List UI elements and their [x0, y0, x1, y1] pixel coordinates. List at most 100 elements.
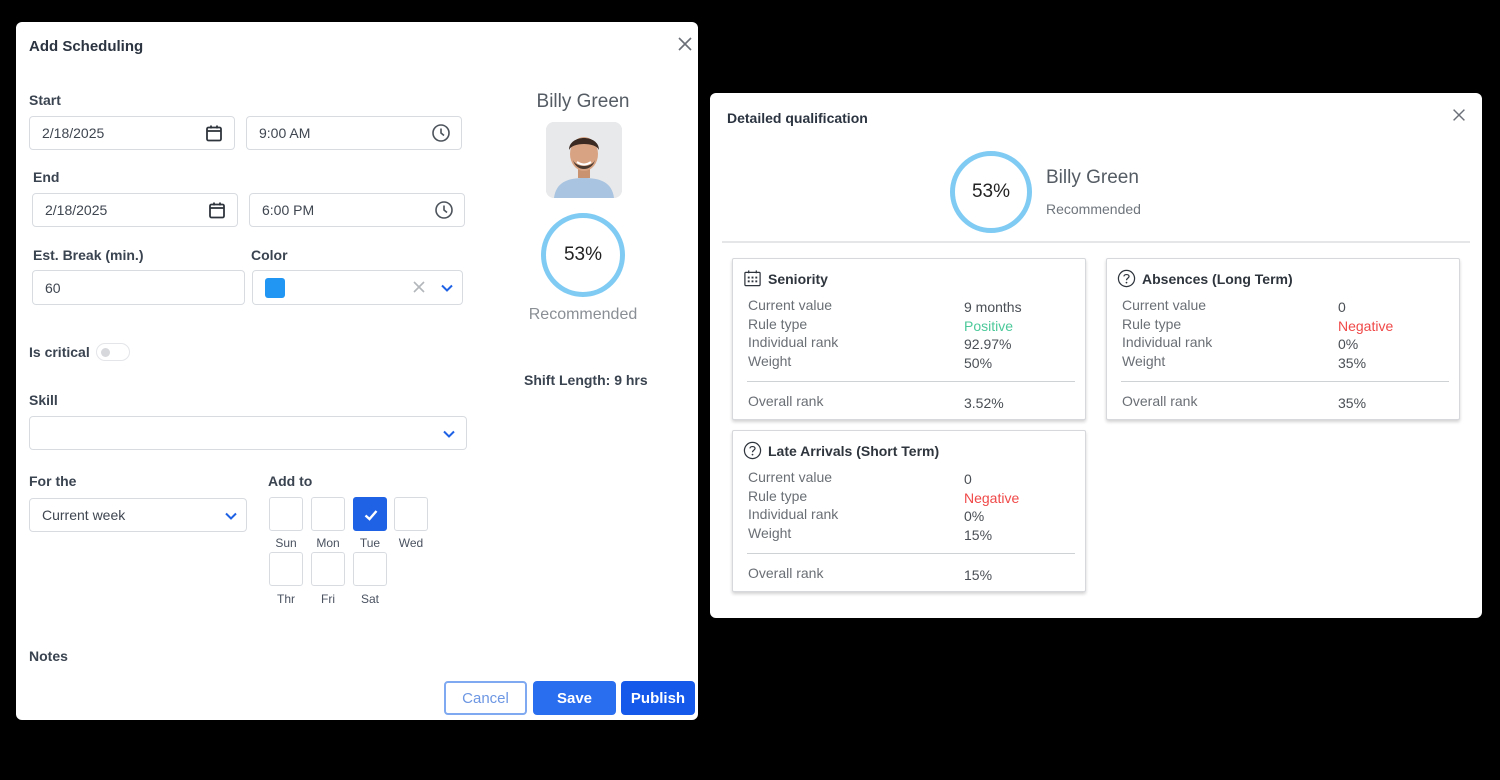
break-input[interactable]: 60 — [32, 270, 245, 305]
calendar-icon[interactable] — [207, 200, 227, 220]
day-label-mon: Mon — [316, 536, 340, 550]
is-critical-toggle[interactable] — [96, 343, 130, 361]
card-title: Seniority — [743, 269, 828, 288]
score-value: 53% — [971, 181, 1011, 202]
chevron-down-icon[interactable] — [442, 427, 456, 441]
clock-icon[interactable] — [434, 200, 454, 220]
recommended-label: Recommended — [1046, 201, 1141, 217]
is-critical-label: Is critical — [29, 344, 90, 360]
row-label: Rule type — [1122, 316, 1182, 332]
score-ring: 53% — [950, 151, 1032, 233]
add-to-label: Add to — [268, 473, 313, 489]
clear-icon[interactable] — [412, 280, 426, 294]
row-label: Overall rank — [748, 393, 824, 409]
for-the-label: For the — [29, 473, 77, 489]
close-button[interactable] — [675, 34, 695, 54]
skill-select[interactable] — [29, 416, 467, 450]
card-divider — [747, 553, 1075, 554]
card-divider — [1121, 381, 1449, 382]
end-time-input[interactable]: 6:00 PM — [249, 193, 465, 227]
for-the-select[interactable]: Current week — [29, 498, 247, 532]
row-label: Current value — [1122, 297, 1207, 313]
skill-label: Skill — [29, 392, 58, 408]
row-label: Current value — [748, 469, 833, 485]
break-label: Est. Break (min.) — [33, 247, 144, 263]
calendar-icon[interactable] — [204, 123, 224, 143]
row-label: Rule type — [748, 488, 808, 504]
dialog-title: Add Scheduling — [29, 38, 144, 55]
start-time-input[interactable]: 9:00 AM — [246, 116, 462, 150]
person-photo-icon — [546, 122, 622, 198]
rule-type-value: Negative — [964, 490, 1020, 506]
employee-name: Billy Green — [536, 91, 630, 112]
end-date-input[interactable]: 2/18/2025 — [32, 193, 238, 227]
save-button[interactable]: Save — [533, 681, 616, 715]
publish-button[interactable]: Publish — [621, 681, 695, 715]
employee-name: Billy Green — [1046, 167, 1139, 188]
day-checkbox-thr[interactable] — [269, 552, 303, 586]
clock-icon[interactable] — [431, 123, 451, 143]
chevron-down-icon[interactable] — [440, 281, 454, 295]
detailed-qualification-dialog: Detailed qualification 53% Billy Green R… — [710, 93, 1482, 618]
overall-rank-value: 3.52% — [964, 395, 1004, 411]
current-value: 0 — [1338, 299, 1346, 315]
notes-label: Notes — [29, 648, 68, 664]
row-label: Current value — [748, 297, 833, 313]
row-label: Individual rank — [1122, 334, 1213, 350]
color-select[interactable] — [252, 270, 463, 305]
day-checkbox-tue[interactable] — [353, 497, 387, 531]
help-circle-icon[interactable] — [1117, 269, 1136, 288]
start-label: Start — [29, 92, 61, 108]
rule-type-value: Negative — [1338, 318, 1394, 334]
cancel-button[interactable]: Cancel — [444, 681, 527, 715]
help-circle-icon[interactable] — [743, 441, 762, 460]
row-label: Weight — [748, 525, 792, 541]
chevron-down-icon[interactable] — [224, 509, 238, 523]
day-label-fri: Fri — [321, 592, 335, 606]
start-time-value: 9:00 AM — [259, 125, 311, 141]
break-value: 60 — [45, 279, 61, 296]
close-icon — [678, 37, 692, 51]
calendar-icon — [744, 270, 761, 287]
card-title: Late Arrivals (Short Term) — [743, 441, 939, 460]
day-label-thr: Thr — [277, 592, 295, 606]
current-value: 9 months — [964, 299, 1022, 315]
close-icon — [1453, 109, 1465, 121]
card-title: Absences (Long Term) — [1117, 269, 1293, 288]
row-label: Weight — [748, 353, 792, 369]
overall-rank-value: 35% — [1338, 395, 1367, 411]
day-checkbox-wed[interactable] — [394, 497, 428, 531]
overall-rank-value: 15% — [964, 567, 993, 583]
day-checkbox-sat[interactable] — [353, 552, 387, 586]
day-label-wed: Wed — [398, 536, 424, 550]
day-label-tue: Tue — [359, 536, 381, 550]
qualification-card-seniority: Seniority Current value 9 months Rule ty… — [732, 258, 1086, 420]
close-button[interactable] — [1450, 106, 1468, 124]
start-date-input[interactable]: 2/18/2025 — [29, 116, 235, 150]
color-label: Color — [251, 247, 288, 263]
qualification-card-late-arrivals: Late Arrivals (Short Term) Current value… — [732, 430, 1086, 592]
rule-type-value: Positive — [964, 318, 1014, 334]
day-checkbox-sun[interactable] — [269, 497, 303, 531]
divider — [722, 241, 1470, 243]
row-label: Overall rank — [748, 565, 824, 581]
weight-value: 15% — [964, 527, 993, 543]
day-checkbox-fri[interactable] — [311, 552, 345, 586]
row-label: Rule type — [748, 316, 808, 332]
weight-value: 50% — [964, 355, 993, 371]
shift-length: Shift Length: 9 hrs — [524, 372, 648, 388]
day-label-sun: Sun — [275, 536, 297, 550]
for-the-value: Current week — [42, 507, 126, 523]
end-time-value: 6:00 PM — [262, 202, 315, 218]
row-label: Weight — [1122, 353, 1166, 369]
row-label: Overall rank — [1122, 393, 1198, 409]
row-label: Individual rank — [748, 334, 839, 350]
individual-rank-value: 0% — [1338, 336, 1359, 352]
current-value: 0 — [964, 471, 972, 487]
score-ring: 53% — [541, 213, 625, 297]
recommended-label: Recommended — [528, 306, 638, 323]
day-checkbox-mon[interactable] — [311, 497, 345, 531]
day-label-sat: Sat — [360, 592, 379, 606]
start-date-value: 2/18/2025 — [42, 125, 105, 141]
card-divider — [747, 381, 1075, 382]
